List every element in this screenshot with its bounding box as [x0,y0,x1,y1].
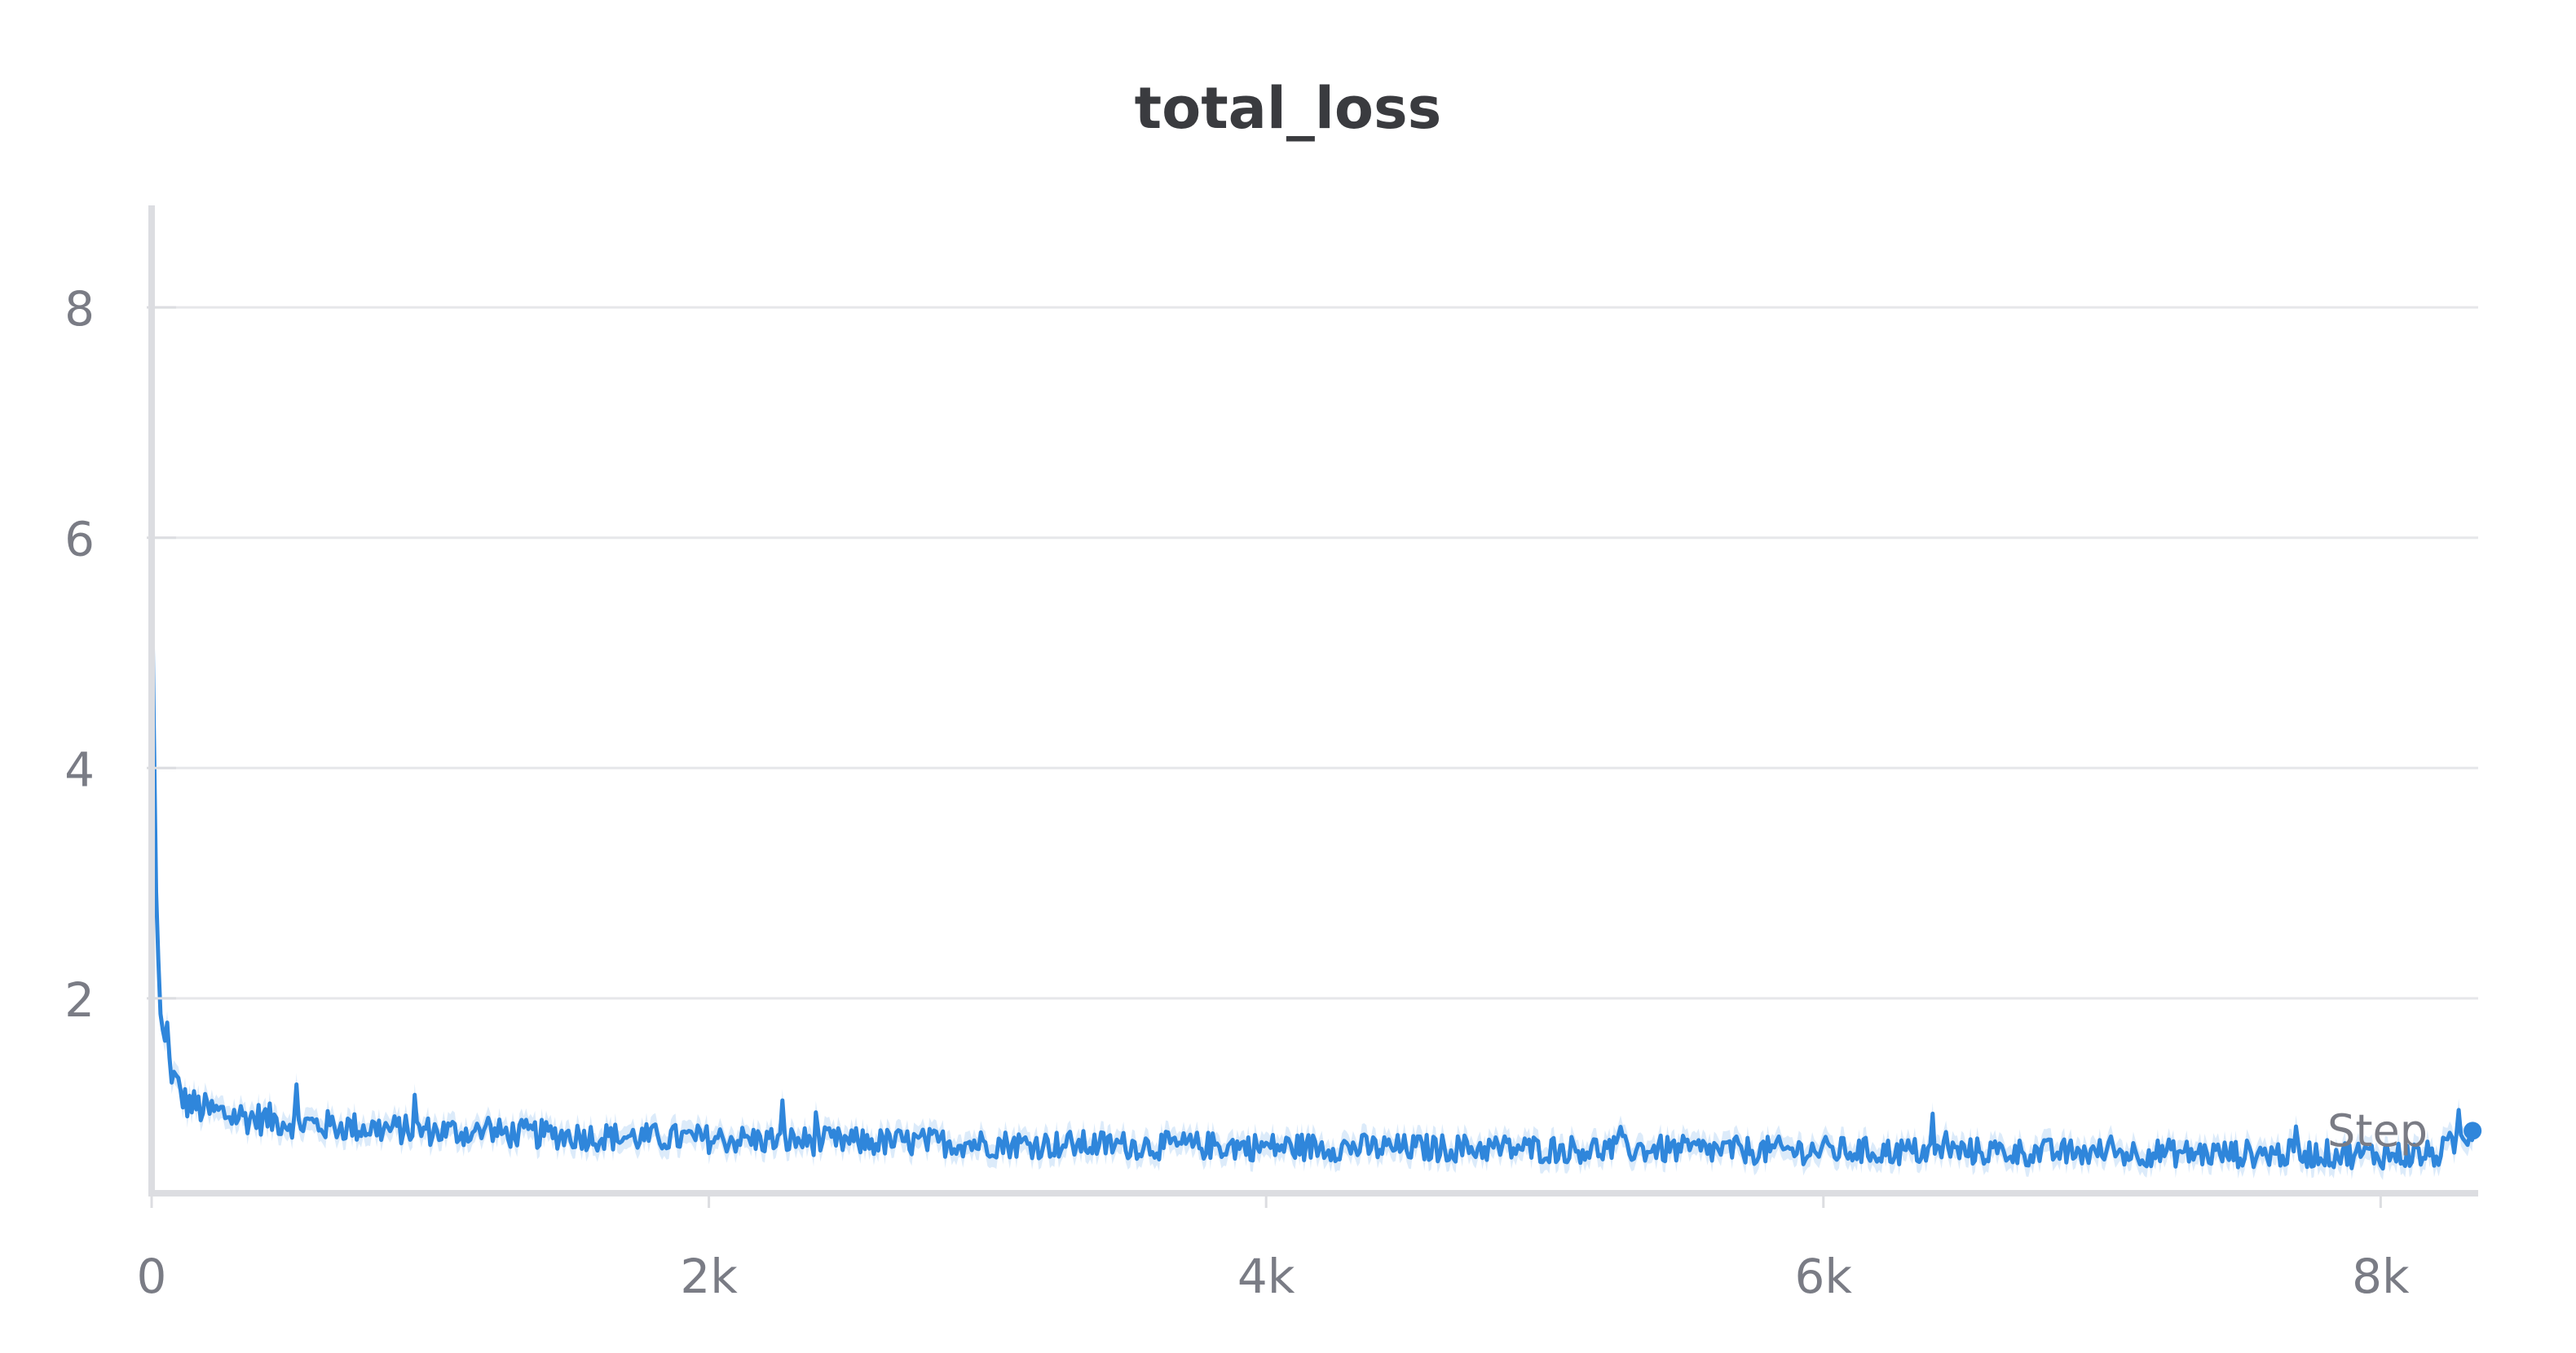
x-tick-label: 2k [680,1249,738,1304]
chart-title: total_loss [1134,75,1442,142]
noise-band [152,537,2473,1180]
y-tick-label: 2 [64,972,95,1028]
x-axis-label: Step [2327,1105,2428,1157]
series-layer [149,549,2482,1171]
y-tick-label: 4 [64,742,95,797]
x-tick-label: 0 [137,1249,167,1304]
x-tick-label: 4k [1237,1249,1295,1304]
series-line [149,549,2475,1171]
x-tick-label: 8k [2352,1249,2410,1304]
y-tick-label: 6 [64,512,95,567]
series-band [152,537,2473,1180]
grid-lines [152,306,2478,1000]
x-tick-label: 6k [1795,1249,1853,1304]
series-endpoint [2464,1122,2482,1140]
y-tick-label: 8 [64,281,95,337]
tick-labels: 2 4 6 8 0 2k 4k 6k 8k Step [64,281,2428,1304]
axes [147,205,2478,1208]
